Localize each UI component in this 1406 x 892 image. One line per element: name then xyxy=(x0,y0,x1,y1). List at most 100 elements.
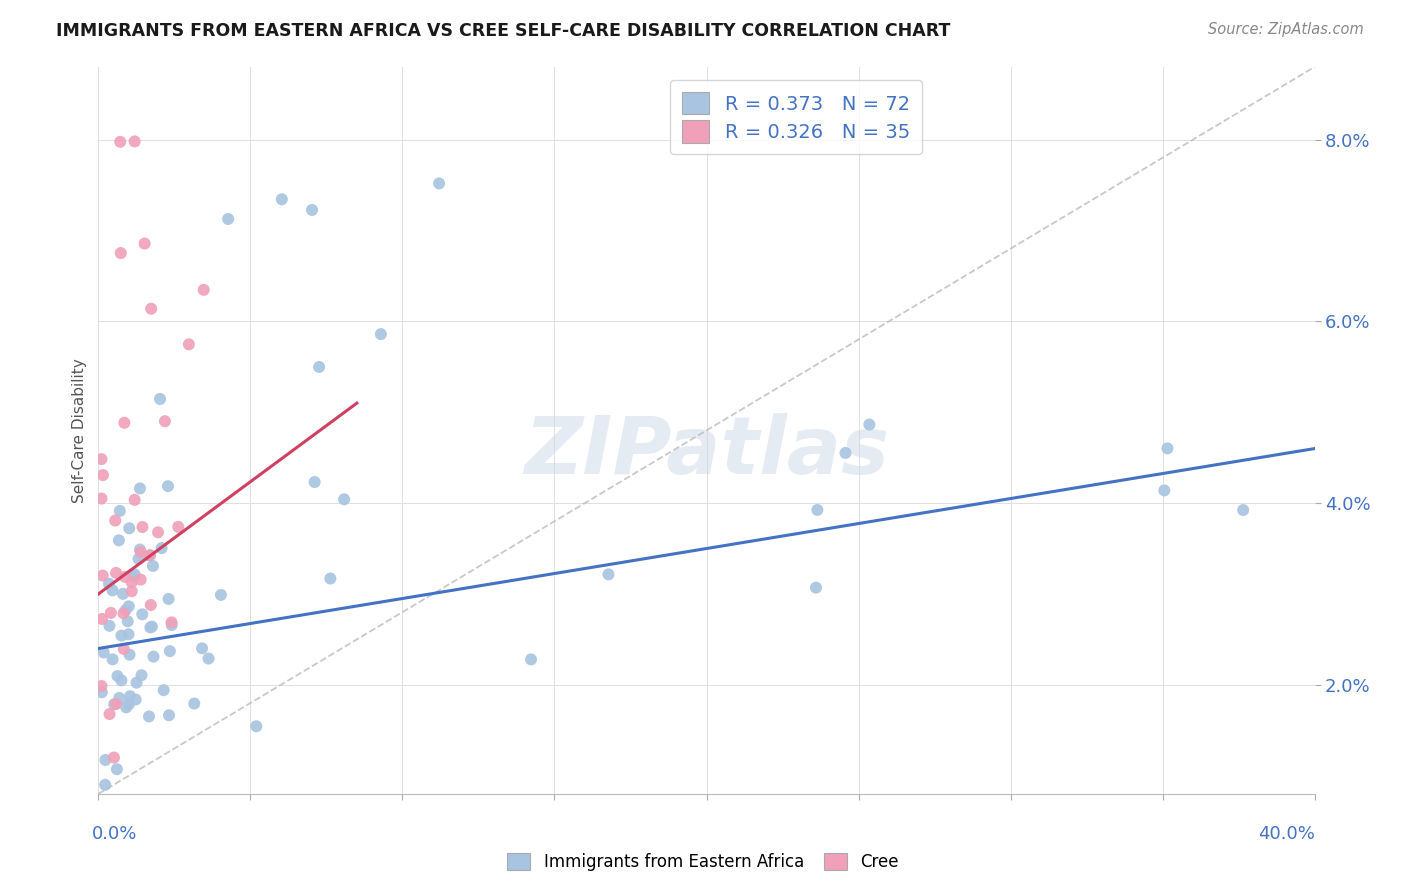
Point xyxy=(104,514,127,528)
Point xyxy=(103,750,125,764)
Point xyxy=(94,778,117,792)
Point xyxy=(209,588,232,602)
Point xyxy=(245,719,267,733)
Point xyxy=(112,641,135,656)
Point xyxy=(110,673,132,688)
Point xyxy=(149,392,172,406)
Point xyxy=(118,698,141,712)
Point xyxy=(598,567,620,582)
Point xyxy=(183,697,205,711)
Point xyxy=(129,545,152,559)
Point xyxy=(91,468,114,483)
Y-axis label: Self-Care Disability: Self-Care Disability xyxy=(72,358,87,503)
Point xyxy=(150,541,173,555)
Point xyxy=(157,591,180,606)
Legend: R = 0.373   N = 72, R = 0.326   N = 35: R = 0.373 N = 72, R = 0.326 N = 35 xyxy=(671,80,922,154)
Point xyxy=(110,135,132,149)
Point xyxy=(129,482,152,496)
Point xyxy=(118,648,141,662)
Point xyxy=(142,558,165,573)
Point xyxy=(156,479,179,493)
Point xyxy=(142,649,165,664)
Point xyxy=(90,491,112,506)
Point xyxy=(427,177,450,191)
Point xyxy=(160,615,183,630)
Point xyxy=(108,533,131,548)
Point xyxy=(157,708,180,723)
Point xyxy=(370,327,392,342)
Point xyxy=(333,492,356,507)
Point xyxy=(128,552,150,566)
Point xyxy=(139,549,162,563)
Point xyxy=(125,675,148,690)
Point xyxy=(101,652,124,666)
Legend: Immigrants from Eastern Africa, Cree: Immigrants from Eastern Africa, Cree xyxy=(499,845,907,880)
Point xyxy=(319,572,342,586)
Point xyxy=(110,246,132,260)
Text: ZIPatlas: ZIPatlas xyxy=(524,413,889,491)
Point xyxy=(197,651,219,665)
Point xyxy=(858,417,880,432)
Point xyxy=(124,135,146,149)
Point xyxy=(110,629,132,643)
Point xyxy=(152,683,174,698)
Point xyxy=(112,607,135,621)
Point xyxy=(1153,483,1175,498)
Point xyxy=(308,359,330,374)
Text: IMMIGRANTS FROM EASTERN AFRICA VS CREE SELF-CARE DISABILITY CORRELATION CHART: IMMIGRANTS FROM EASTERN AFRICA VS CREE S… xyxy=(56,22,950,40)
Point xyxy=(153,414,176,428)
Point xyxy=(177,337,200,351)
Point xyxy=(270,192,292,206)
Point xyxy=(167,520,190,534)
Point xyxy=(193,283,215,297)
Point xyxy=(107,669,129,683)
Text: Source: ZipAtlas.com: Source: ZipAtlas.com xyxy=(1208,22,1364,37)
Point xyxy=(124,692,146,706)
Point xyxy=(141,619,163,633)
Point xyxy=(100,606,122,620)
Point xyxy=(129,542,152,557)
Point xyxy=(118,690,141,704)
Point xyxy=(159,644,181,658)
Point xyxy=(90,452,112,467)
Point xyxy=(103,698,125,712)
Point xyxy=(131,668,153,682)
Point xyxy=(131,520,153,534)
Point xyxy=(160,618,183,632)
Point xyxy=(217,212,239,227)
Point xyxy=(520,652,543,666)
Text: 0.0%: 0.0% xyxy=(91,825,136,843)
Point xyxy=(124,492,146,507)
Point xyxy=(108,690,131,705)
Point xyxy=(114,570,136,584)
Point xyxy=(91,612,114,626)
Point xyxy=(105,762,128,776)
Point xyxy=(112,416,135,430)
Point xyxy=(115,700,138,714)
Text: 40.0%: 40.0% xyxy=(1258,825,1315,843)
Point xyxy=(121,584,143,599)
Point xyxy=(111,587,134,601)
Point xyxy=(93,645,115,659)
Point xyxy=(834,446,856,460)
Point xyxy=(104,697,127,711)
Point xyxy=(117,615,139,629)
Point xyxy=(98,619,121,633)
Point xyxy=(98,707,121,722)
Point xyxy=(806,503,828,517)
Point xyxy=(108,504,131,518)
Point xyxy=(138,709,160,723)
Point xyxy=(138,548,160,562)
Point xyxy=(118,599,141,614)
Point xyxy=(90,685,112,699)
Point xyxy=(134,236,156,251)
Point xyxy=(129,573,152,587)
Point xyxy=(124,567,146,582)
Point xyxy=(804,581,827,595)
Point xyxy=(90,679,112,693)
Point xyxy=(121,575,143,590)
Point xyxy=(114,603,136,617)
Point xyxy=(139,598,162,612)
Point xyxy=(131,607,153,622)
Point xyxy=(94,753,117,767)
